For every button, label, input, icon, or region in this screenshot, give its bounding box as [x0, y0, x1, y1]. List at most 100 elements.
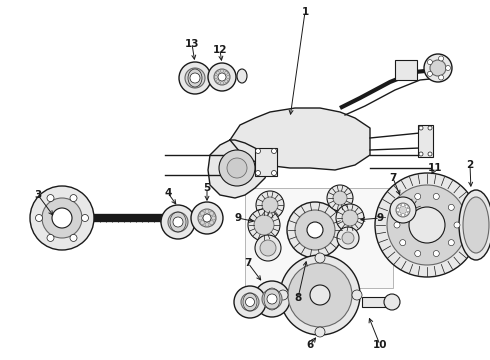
Text: 13: 13	[185, 39, 199, 49]
Circle shape	[427, 71, 432, 76]
Circle shape	[394, 222, 400, 228]
Circle shape	[198, 216, 202, 220]
Circle shape	[226, 76, 229, 78]
Circle shape	[454, 222, 460, 228]
Circle shape	[278, 290, 288, 300]
Circle shape	[234, 286, 266, 318]
Circle shape	[267, 294, 277, 304]
Circle shape	[200, 211, 204, 215]
Circle shape	[433, 193, 439, 199]
Text: 2: 2	[466, 160, 474, 170]
Text: 1: 1	[301, 7, 309, 17]
Circle shape	[255, 171, 261, 176]
Circle shape	[255, 235, 281, 261]
Circle shape	[256, 191, 284, 219]
Circle shape	[218, 73, 226, 81]
Circle shape	[333, 191, 347, 205]
Circle shape	[415, 251, 421, 257]
Bar	[395, 60, 417, 80]
Circle shape	[248, 209, 280, 241]
Circle shape	[214, 69, 230, 85]
Circle shape	[210, 221, 214, 225]
Circle shape	[315, 327, 325, 337]
Text: 4: 4	[164, 188, 171, 198]
Circle shape	[262, 197, 278, 213]
Circle shape	[200, 221, 204, 225]
Circle shape	[185, 68, 205, 88]
Polygon shape	[230, 108, 370, 170]
Circle shape	[405, 205, 408, 208]
Text: 6: 6	[306, 340, 314, 350]
Circle shape	[168, 212, 188, 232]
Circle shape	[225, 80, 228, 83]
Circle shape	[342, 210, 358, 226]
Circle shape	[47, 234, 54, 242]
Circle shape	[35, 215, 43, 221]
Circle shape	[262, 289, 282, 309]
Circle shape	[400, 204, 406, 210]
Circle shape	[396, 208, 399, 212]
Circle shape	[220, 81, 223, 85]
Circle shape	[191, 202, 223, 234]
Circle shape	[415, 193, 421, 199]
Text: 3: 3	[34, 190, 42, 200]
Circle shape	[445, 66, 450, 71]
Ellipse shape	[237, 69, 247, 83]
Circle shape	[216, 71, 219, 74]
Circle shape	[254, 215, 274, 235]
Circle shape	[220, 69, 223, 72]
Bar	[245, 188, 393, 288]
Circle shape	[208, 63, 236, 91]
Circle shape	[352, 290, 362, 300]
Circle shape	[260, 240, 276, 256]
Text: 11: 11	[428, 163, 442, 173]
Circle shape	[409, 207, 445, 243]
Circle shape	[198, 209, 216, 227]
Circle shape	[225, 71, 228, 74]
Circle shape	[173, 217, 183, 227]
Circle shape	[401, 203, 405, 207]
Circle shape	[161, 205, 195, 239]
Circle shape	[398, 205, 401, 208]
Text: 9: 9	[376, 213, 384, 223]
Circle shape	[428, 152, 432, 156]
Circle shape	[427, 60, 432, 65]
Circle shape	[439, 75, 443, 80]
Circle shape	[245, 297, 254, 306]
Text: 8: 8	[294, 293, 302, 303]
Circle shape	[241, 293, 259, 311]
Circle shape	[205, 222, 209, 226]
Circle shape	[81, 215, 89, 221]
Circle shape	[433, 251, 439, 257]
Circle shape	[254, 281, 290, 317]
Circle shape	[307, 222, 323, 238]
Ellipse shape	[459, 190, 490, 260]
Circle shape	[210, 211, 214, 215]
Circle shape	[396, 203, 410, 217]
Circle shape	[280, 255, 360, 335]
Circle shape	[327, 185, 353, 211]
Circle shape	[216, 80, 219, 83]
Circle shape	[310, 285, 330, 305]
Circle shape	[190, 73, 200, 83]
Circle shape	[271, 171, 276, 176]
Circle shape	[52, 208, 72, 228]
Circle shape	[390, 197, 416, 223]
Circle shape	[30, 186, 94, 250]
Circle shape	[205, 210, 209, 213]
Bar	[362, 297, 392, 307]
Circle shape	[47, 195, 54, 202]
Circle shape	[342, 232, 354, 244]
Polygon shape	[208, 140, 270, 198]
Circle shape	[401, 213, 405, 216]
Circle shape	[428, 126, 432, 130]
Circle shape	[227, 158, 247, 178]
Circle shape	[295, 210, 335, 250]
Circle shape	[215, 76, 218, 78]
Circle shape	[203, 214, 211, 222]
Circle shape	[42, 198, 82, 238]
Text: 7: 7	[390, 173, 397, 183]
Circle shape	[70, 234, 77, 242]
Circle shape	[448, 240, 454, 246]
Circle shape	[448, 204, 454, 210]
